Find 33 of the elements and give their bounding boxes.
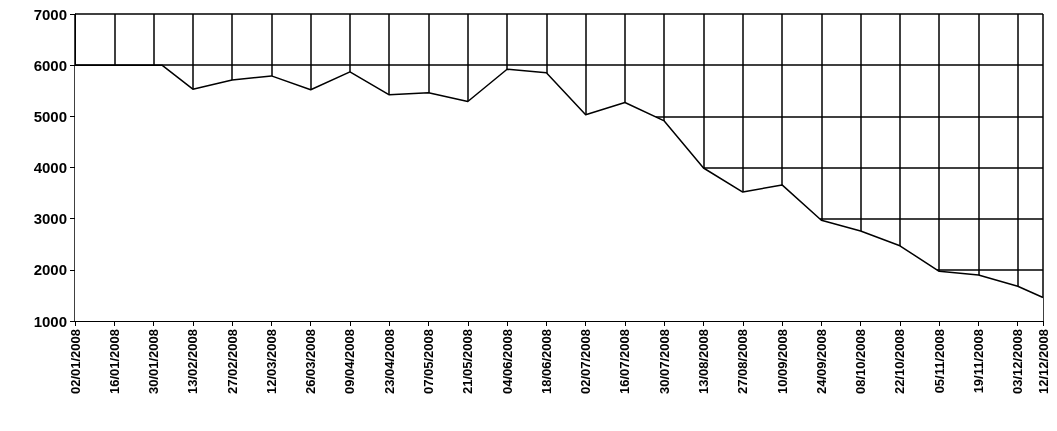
- x-tick-label: 13/02/2008: [185, 329, 201, 395]
- y-tick-label: 6000: [33, 56, 67, 74]
- y-tick-label: 3000: [33, 210, 67, 228]
- y-tick-label: 7000: [33, 5, 67, 23]
- x-tick-label: 08/10/2008: [853, 329, 869, 395]
- x-tick-label: 18/06/2008: [538, 329, 554, 395]
- x-tick-label: 23/04/2008: [381, 329, 397, 395]
- x-tick-label: 02/01/2008: [67, 329, 83, 395]
- x-tick-label: 16/07/2008: [617, 329, 633, 395]
- x-tick-label: 07/05/2008: [421, 329, 437, 395]
- x-tick-label: 19/11/2008: [970, 329, 986, 394]
- x-tick-label: 13/08/2008: [696, 329, 711, 395]
- y-tick-label: 5000: [33, 107, 67, 125]
- x-tick-label: 24/09/2008: [813, 329, 829, 395]
- x-tick-label: 09/04/2008: [342, 329, 358, 395]
- y-tick-label: 4000: [33, 159, 67, 176]
- y-tick-label: 1000: [33, 312, 67, 330]
- y-tick-label: 2000: [33, 261, 67, 279]
- x-tick-label: 30/07/2008: [656, 329, 672, 395]
- x-tick-label: 27/02/2008: [224, 329, 240, 395]
- x-tick-label: 16/01/2008: [106, 329, 122, 395]
- x-tick-label: 22/10/2008: [892, 329, 908, 395]
- x-tick-label: 02/07/2008: [578, 329, 594, 395]
- x-tick-label: 12/03/2008: [263, 329, 279, 395]
- x-tick-label: 03/12/2008: [1010, 329, 1026, 395]
- x-tick-label: 30/01/2008: [146, 329, 162, 395]
- x-tick-label: 12/12/2008: [1035, 329, 1051, 395]
- x-tick-label: 21/05/2008: [460, 329, 476, 395]
- x-tick-label: 26/03/2008: [303, 329, 319, 395]
- x-tick-label: 04/06/2008: [499, 329, 515, 395]
- x-tick-label: 05/11/2008: [931, 329, 947, 394]
- x-tick-label: 27/08/2008: [735, 329, 751, 395]
- x-tick-label: 10/09/2008: [774, 329, 790, 395]
